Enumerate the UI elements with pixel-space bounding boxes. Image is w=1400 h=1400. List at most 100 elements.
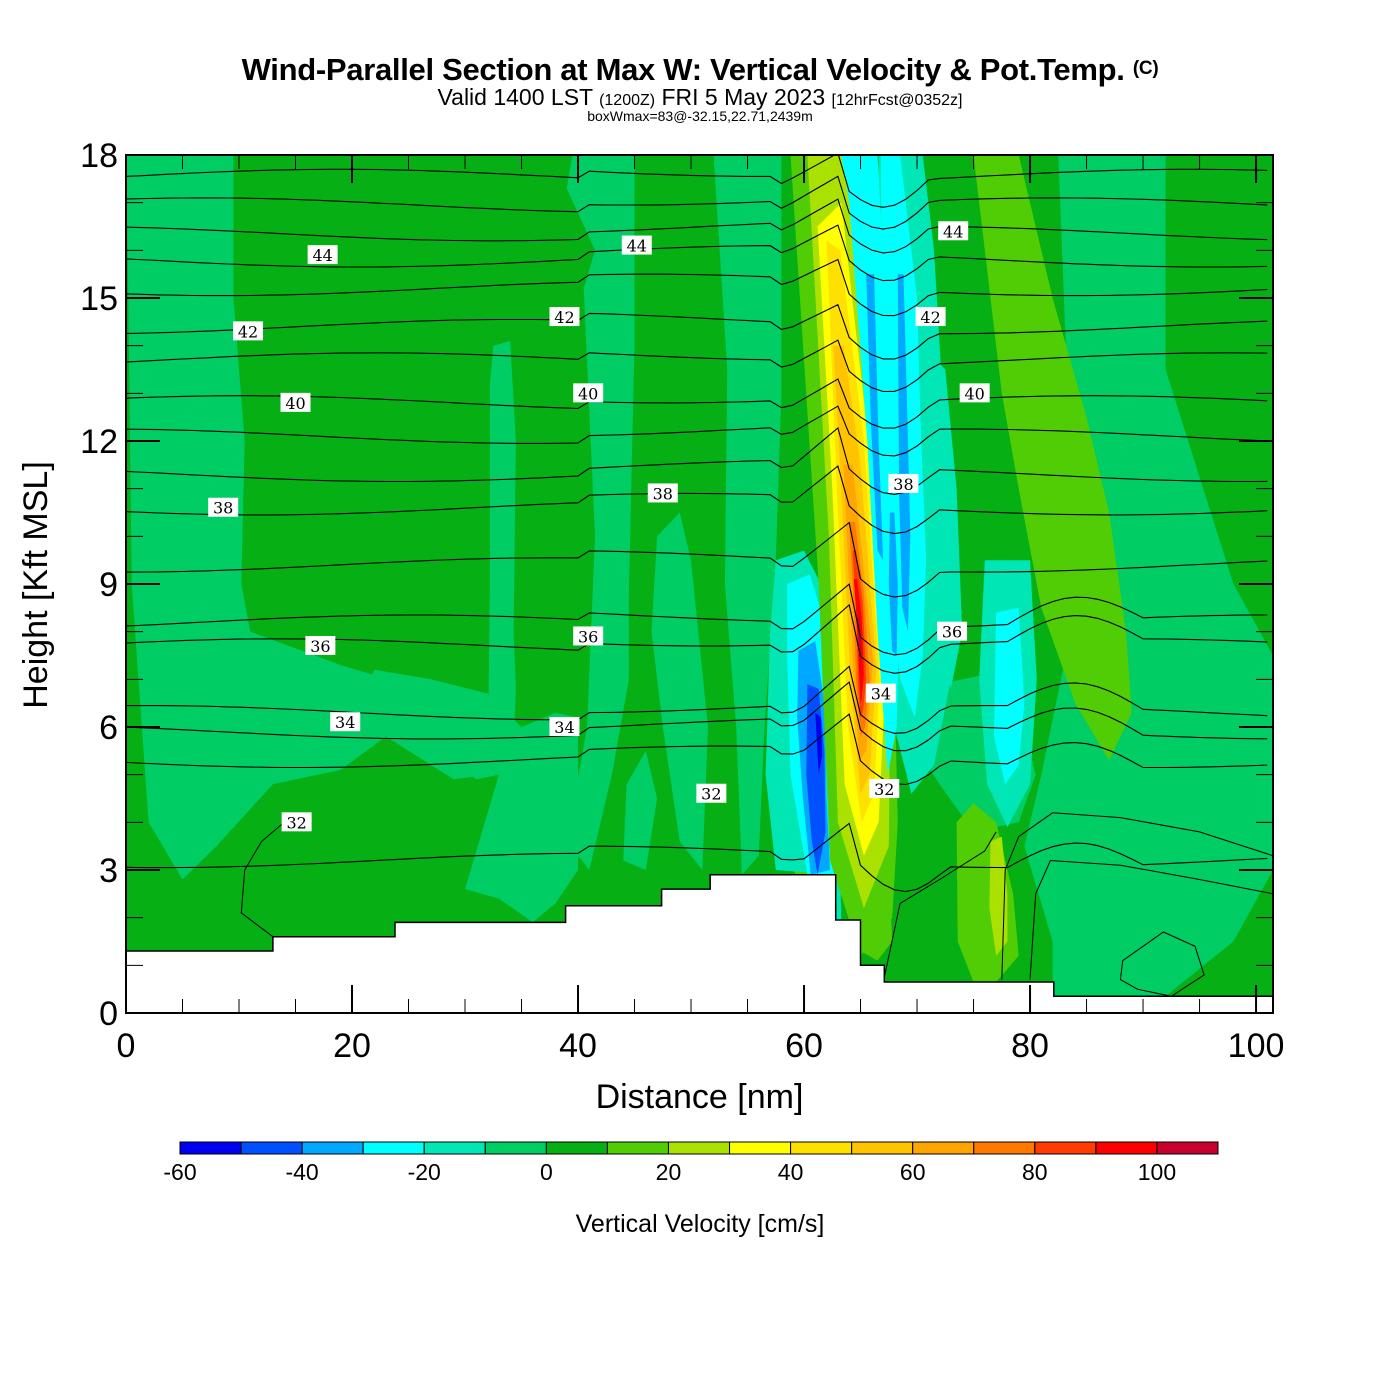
colorbar-swatch — [973, 1141, 1036, 1155]
contour-label-bg — [307, 245, 338, 265]
contour-label: 34 — [549, 717, 580, 737]
terrain — [125, 874, 1274, 1014]
contour-label: 42 — [549, 307, 580, 327]
contour-label-bg — [865, 683, 896, 703]
contour-label-bg — [573, 626, 604, 646]
potential-temperature-contours — [126, 155, 1273, 997]
contour-label-bg — [647, 483, 678, 503]
y-tick-label: 9 — [99, 566, 118, 604]
colorbar-tick-label: -20 — [408, 1159, 441, 1185]
isentrope-line — [126, 521, 1268, 598]
colorbar-tick-label: 100 — [1138, 1159, 1176, 1185]
contour-label: 44 — [621, 235, 652, 256]
y-tick-label: 12 — [80, 423, 118, 461]
isentrope-line — [126, 583, 1268, 656]
colorbar-swatch — [1034, 1141, 1097, 1155]
y-tick-label: 6 — [99, 709, 118, 747]
y-tick-label: 0 — [99, 995, 118, 1033]
contour-label-text: 34 — [871, 685, 891, 704]
downdraft-band — [815, 712, 823, 775]
contour-label-bg — [937, 621, 968, 641]
contour-label-text: 32 — [701, 785, 721, 804]
colorbar-swatch — [912, 1141, 975, 1155]
title-text: Wind-Parallel Section at Max W: Vertical… — [241, 52, 1125, 87]
contour-label-bg — [621, 235, 652, 255]
contour-label-text: 32 — [874, 780, 894, 799]
contour-label: 32 — [869, 778, 900, 799]
contour-label-bg — [869, 778, 900, 798]
contour-label-text: 36 — [310, 637, 330, 656]
contour-label: 36 — [573, 626, 604, 646]
colorbar-tick-label: 80 — [1022, 1159, 1048, 1185]
band-neg10-0-region — [623, 750, 658, 870]
contour-label-bg — [959, 383, 990, 403]
colorbar-tick-label: 0 — [540, 1159, 553, 1185]
terrain-profile — [125, 874, 1274, 1014]
contour-label-bg — [573, 383, 604, 403]
isentrope-line — [126, 303, 1268, 360]
isentrope-line — [1029, 859, 1273, 980]
contour-label: 36 — [305, 635, 336, 656]
colorbar-swatch — [1156, 1141, 1219, 1155]
x-tick-label: 80 — [1011, 1027, 1049, 1065]
chart-subtitle: Valid 1400 LST (1200Z) FRI 5 May 2023 [1… — [0, 84, 1400, 111]
contour-label-bg — [208, 497, 239, 517]
contour-label-bg — [938, 221, 969, 241]
y-tick-label: 18 — [80, 137, 118, 175]
band-neg10-0-region — [1024, 155, 1273, 999]
colorbar-swatch — [729, 1141, 792, 1155]
downdraft-band — [993, 607, 1025, 785]
band-20-30-region — [989, 836, 1008, 956]
contour-label-bg — [696, 783, 727, 803]
contour-label-text: 42 — [920, 308, 940, 327]
chart-title: Wind-Parallel Section at Max W: Vertical… — [0, 52, 1400, 88]
contour-label-text: 36 — [578, 627, 598, 646]
vertical-velocity-shading — [126, 155, 1273, 1013]
band-10-20-region — [973, 155, 1132, 761]
colorbar-swatch — [667, 1141, 731, 1155]
band-neg10-0-region — [713, 155, 782, 875]
isentrope-line — [126, 198, 1268, 254]
contour-label: 32 — [696, 783, 727, 804]
contour-label: 42 — [233, 321, 264, 341]
isentrope-line — [126, 465, 1268, 535]
isentrope-line — [126, 155, 1268, 208]
contour-label: 40 — [959, 383, 990, 403]
contour-label-bg — [330, 712, 361, 732]
lee-downdraft-blue — [866, 274, 884, 561]
colorbar-tick-label: -40 — [285, 1159, 318, 1185]
contour-label-bg — [305, 635, 336, 655]
forecast-info: [12hrFcst@0352z] — [831, 92, 963, 109]
colorbar: -60 -40 -20 0 20 40 60 80 100 Vertical Velocity [… — [163, 1141, 1219, 1238]
y-axis-title: Height [Kft MSL] — [17, 461, 55, 709]
valid-date: FRI 5 May 2023 — [661, 84, 826, 110]
y-tick-label: 3 — [99, 852, 118, 890]
isentrope-line — [126, 822, 1268, 893]
downdraft-band — [922, 345, 963, 689]
contour-label: 34 — [330, 712, 361, 732]
colorbar-swatch — [545, 1141, 608, 1155]
contour-label-text: 44 — [627, 237, 647, 256]
contour-label-text: 40 — [285, 394, 305, 413]
contour-label-text: 36 — [942, 623, 962, 642]
colorbar-swatch — [606, 1141, 669, 1155]
contour-label-text: 38 — [213, 499, 233, 518]
colorbar-swatch — [423, 1141, 486, 1155]
contour-label-text: 38 — [893, 475, 913, 494]
contour-label-text: 44 — [312, 246, 332, 265]
colorbar-swatch — [1095, 1141, 1158, 1155]
contour-label-text: 34 — [554, 718, 574, 737]
colorbar-tick-label: -60 — [163, 1159, 196, 1185]
isentrope-line — [126, 405, 1268, 457]
contour-label-text: 42 — [554, 308, 574, 327]
lee-downdraft-cyan — [841, 155, 901, 775]
colorbar-title: Vertical Velocity [cm/s] — [576, 1210, 825, 1238]
x-axis-title: Distance [nm] — [596, 1078, 804, 1116]
x-tick-label: 40 — [559, 1027, 597, 1065]
contour-label-bg — [280, 392, 311, 412]
isentrope-line — [126, 175, 1268, 230]
x-tick-label: 0 — [117, 1027, 136, 1065]
colorbar-swatch — [484, 1141, 547, 1155]
contour-label: 44 — [307, 245, 338, 265]
